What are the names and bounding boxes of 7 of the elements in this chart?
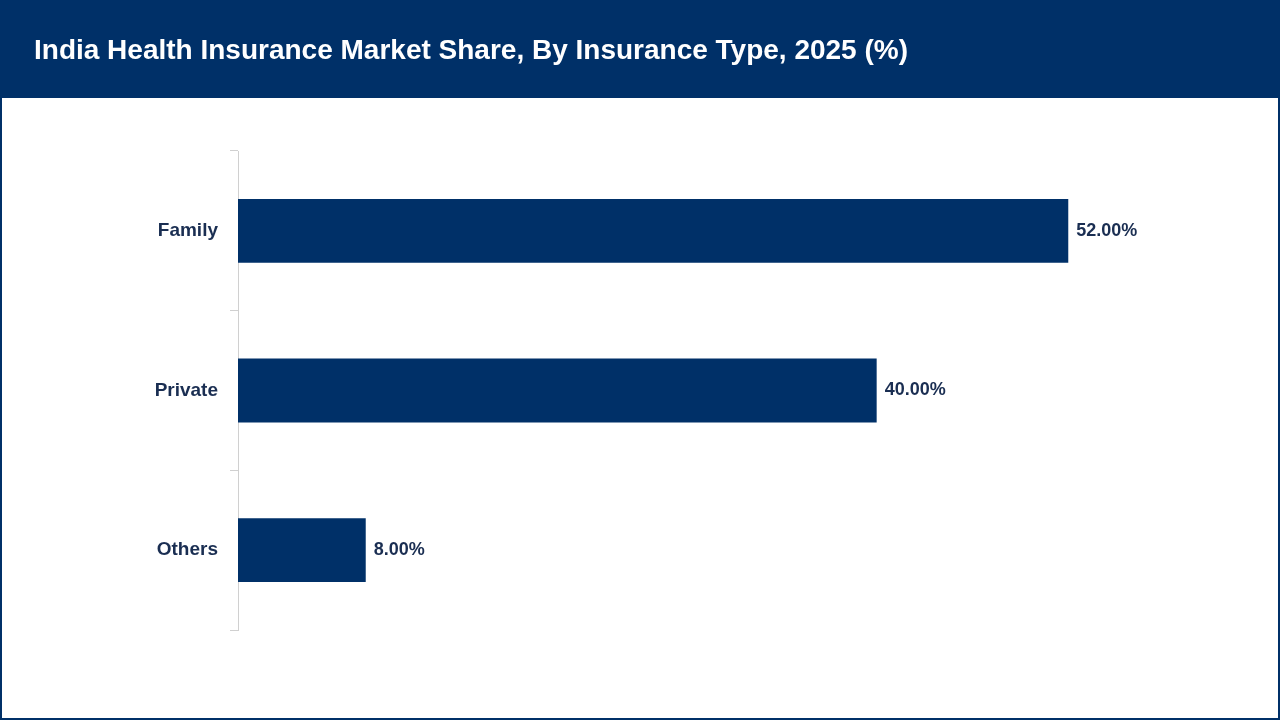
chart-title: India Health Insurance Market Share, By Insurance Type, 2025 (%) <box>34 34 909 66</box>
data-label: 40.00% <box>884 379 946 400</box>
data-label: 8.00% <box>373 539 425 560</box>
y-tick-label: Others <box>156 538 218 560</box>
y-tick-label: Private <box>154 378 218 400</box>
y-tick-label: Family <box>157 219 219 241</box>
data-label: 52.00% <box>1076 219 1138 240</box>
